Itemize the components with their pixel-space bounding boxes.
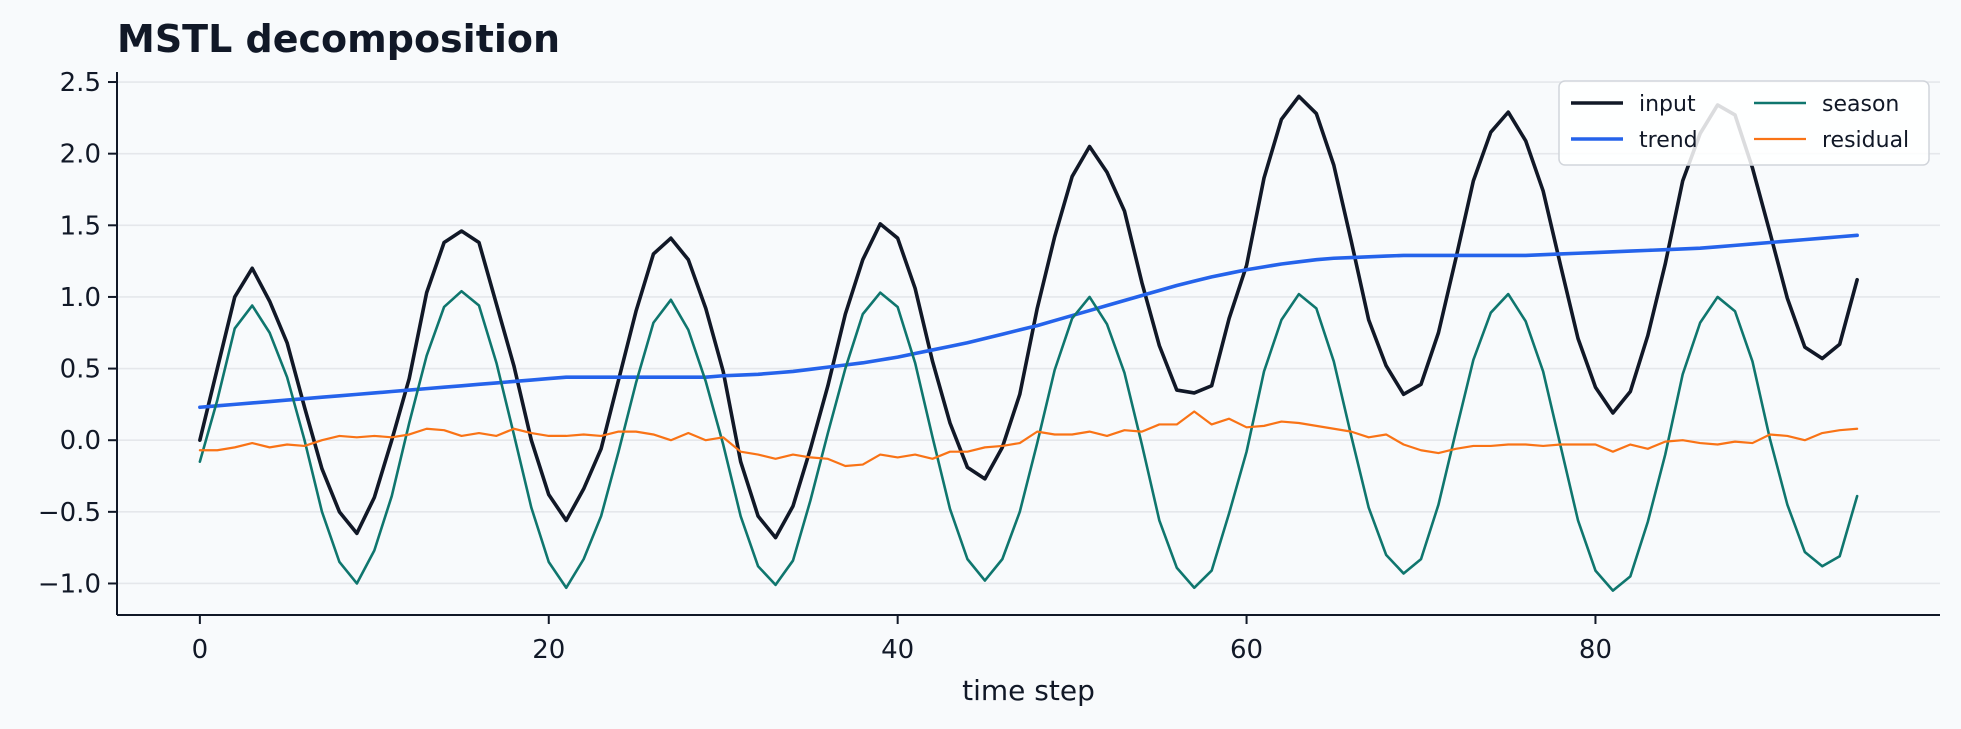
y-tick-label-3: 0.5 (60, 355, 101, 385)
y-tick-label-1: −0.5 (38, 498, 101, 528)
legend-label-season: season (1822, 92, 1899, 117)
x-axis-label: time step (962, 674, 1095, 707)
legend-label-residual: residual (1822, 128, 1909, 153)
legend: input trend season residual (1558, 80, 1930, 166)
chart-axes (116, 72, 1940, 616)
x-tick-label-1: 20 (532, 635, 565, 665)
y-tick-label-6: 2.0 (60, 140, 101, 170)
chart-title: MSTL decomposition (117, 17, 560, 61)
series-line-residual (198, 410, 1859, 468)
axis-ticks: −1.0 −0.5 0.0 0.5 1.0 1.5 2.0 2.5 0 20 40 60 80 (38, 68, 1612, 665)
series-line-input (198, 94, 1859, 540)
legend-frame (1558, 80, 1930, 166)
x-tick-label-0: 0 (192, 635, 209, 665)
x-tick-label-2: 40 (881, 635, 914, 665)
x-tick-label-4: 80 (1579, 635, 1612, 665)
y-tick-label-0: −1.0 (38, 569, 101, 599)
y-tick-label-4: 1.0 (60, 283, 101, 313)
series-line-season (198, 289, 1859, 592)
y-tick-label-5: 1.5 (60, 211, 101, 241)
y-tick-label-7: 2.5 (60, 68, 101, 98)
series-lines (198, 94, 1859, 592)
x-tick-label-3: 60 (1230, 635, 1263, 665)
series-line-trend (198, 233, 1859, 410)
y-gridlines (117, 81, 1940, 585)
y-tick-label-2: 0.0 (60, 426, 101, 456)
legend-label-trend: trend (1639, 128, 1698, 153)
legend-label-input: input (1639, 92, 1696, 117)
